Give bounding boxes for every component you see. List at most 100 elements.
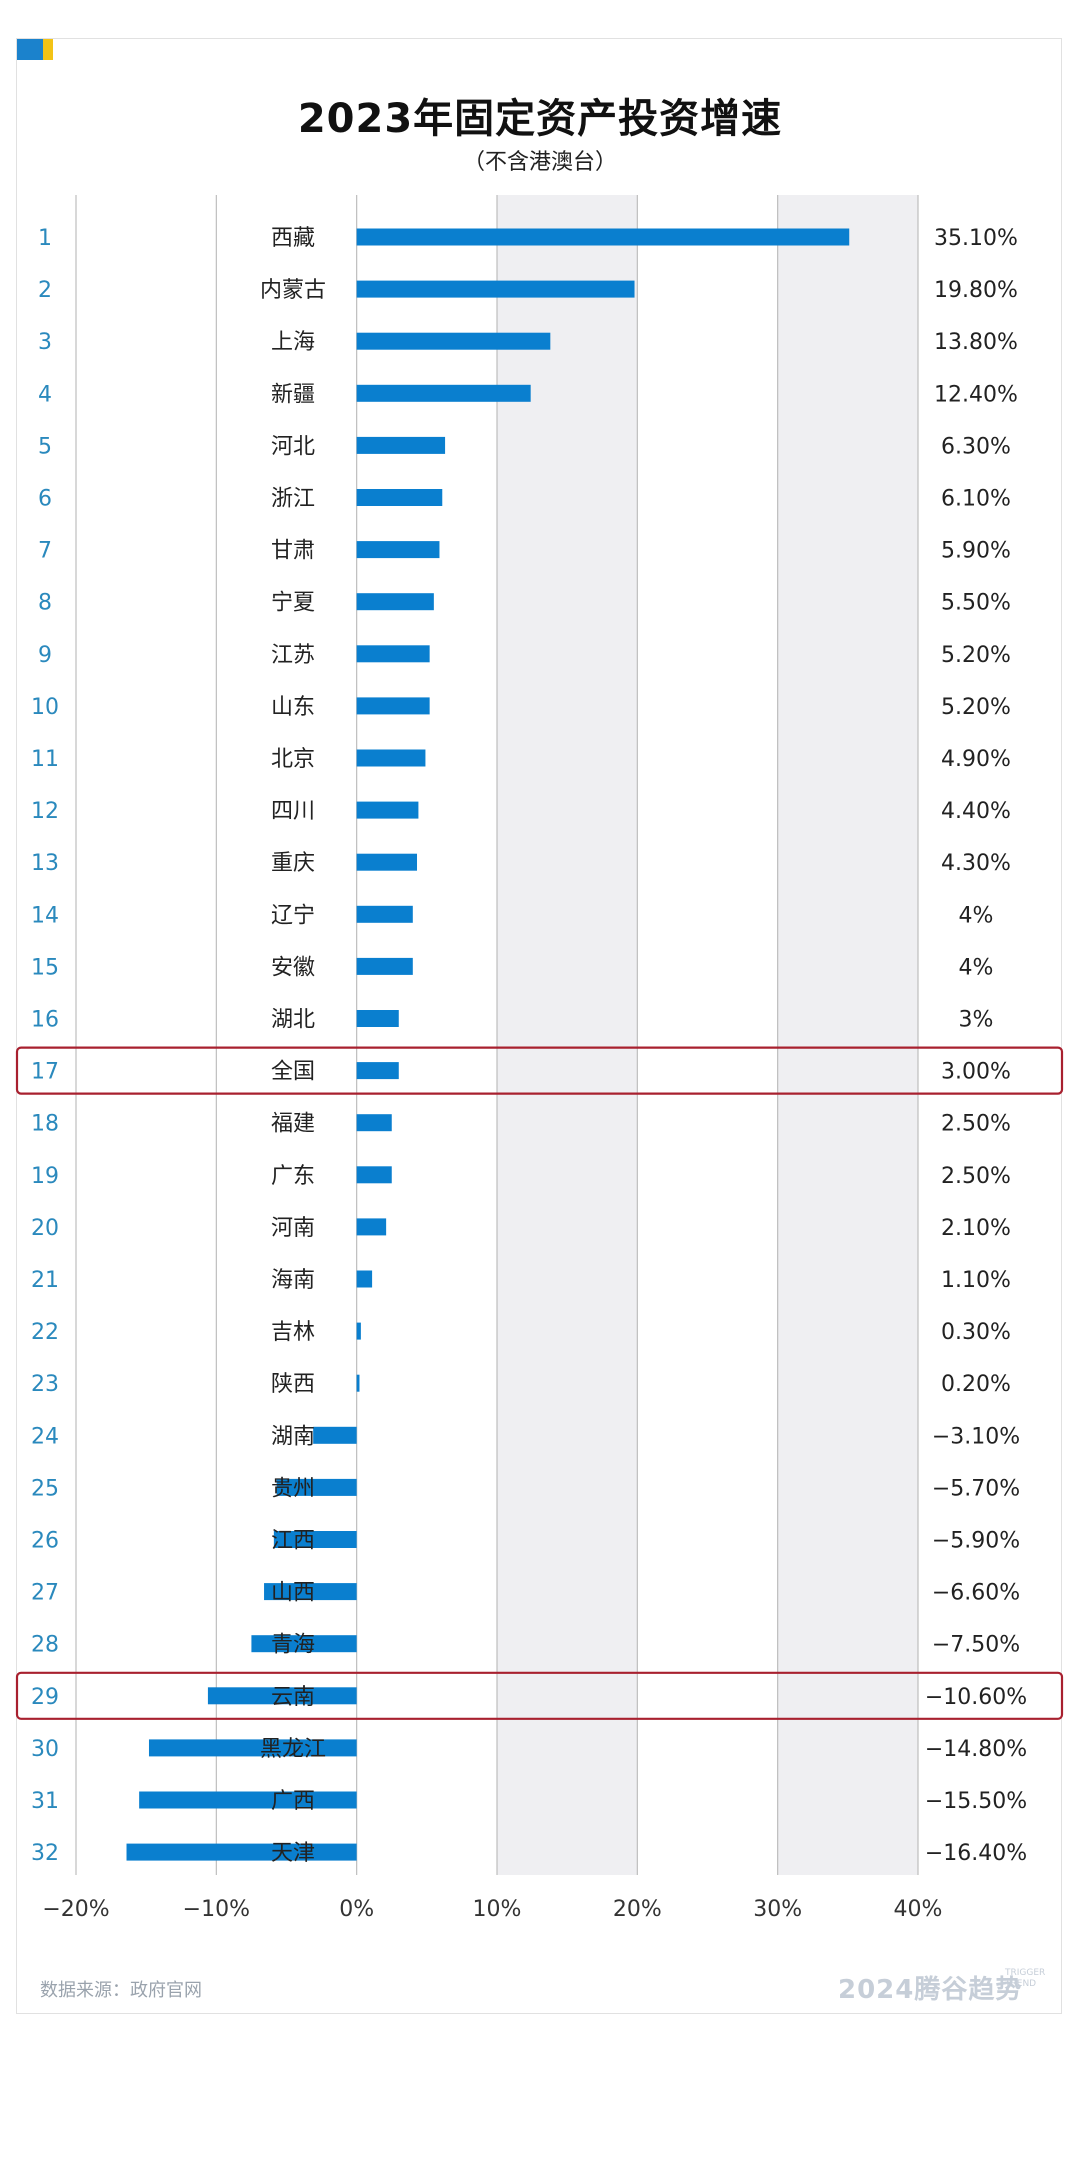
rank-label: 27 <box>31 1581 59 1606</box>
bar-22 <box>356 1322 361 1340</box>
rank-label: 28 <box>31 1633 59 1658</box>
rank-label: 29 <box>31 1685 59 1710</box>
rank-label: 26 <box>31 1529 59 1554</box>
brand-logo-english: TRIGGER TREND <box>1005 1968 1046 1989</box>
rank-label: 7 <box>38 539 52 564</box>
bar-5 <box>356 436 446 454</box>
value-label: 2.50% <box>941 1164 1011 1189</box>
accent-yellow-block <box>43 39 53 60</box>
bar-20 <box>356 1218 387 1236</box>
bar-17 <box>356 1062 399 1080</box>
bar-13 <box>356 853 418 871</box>
x-tick-label: −10% <box>183 1897 250 1922</box>
region-label: 海南 <box>271 1268 315 1293</box>
bar-2 <box>356 280 635 298</box>
region-label: 云南 <box>271 1685 315 1710</box>
region-label: 吉林 <box>271 1320 315 1345</box>
rank-label: 22 <box>31 1320 59 1345</box>
region-label: 陕西 <box>271 1372 315 1397</box>
bar-30 <box>148 1739 357 1757</box>
rank-label: 16 <box>31 1008 59 1033</box>
region-label: 全国 <box>271 1060 315 1085</box>
value-label: −5.90% <box>932 1529 1020 1554</box>
rank-label: 14 <box>31 903 59 928</box>
value-label: 4.40% <box>941 799 1011 824</box>
rank-label: 32 <box>31 1841 59 1866</box>
bar-31 <box>139 1791 357 1809</box>
region-label: 山东 <box>271 695 315 720</box>
chart-title: 2023年固定资产投资增速 <box>297 96 783 142</box>
value-label: 2.50% <box>941 1112 1011 1137</box>
region-label: 广西 <box>271 1789 315 1814</box>
value-label: −7.50% <box>932 1633 1020 1658</box>
value-label: −16.40% <box>925 1841 1027 1866</box>
value-label: 19.80% <box>934 278 1018 303</box>
chart-subtitle: （不含港澳台） <box>462 150 617 175</box>
value-label: −3.10% <box>932 1424 1020 1449</box>
bar-3 <box>356 332 551 350</box>
highlight-box-17 <box>15 1046 1064 1095</box>
value-label: −5.70% <box>932 1476 1020 1501</box>
rank-label: 20 <box>31 1216 59 1241</box>
rank-label: 18 <box>31 1112 59 1137</box>
value-label: −14.80% <box>925 1737 1027 1762</box>
data-source-note: 数据来源：政府官网 <box>40 1980 202 2001</box>
region-label: 上海 <box>271 330 315 355</box>
value-label: 4.90% <box>941 747 1011 772</box>
rank-label: 21 <box>31 1268 59 1293</box>
region-label: 重庆 <box>271 851 315 876</box>
region-label: 北京 <box>271 747 315 772</box>
bar-7 <box>356 541 440 559</box>
value-label: 3% <box>959 1008 994 1033</box>
region-label: 新疆 <box>271 382 315 407</box>
bar-29 <box>207 1687 357 1705</box>
region-label: 辽宁 <box>271 903 315 928</box>
rank-label: 30 <box>31 1737 59 1762</box>
value-label: 13.80% <box>934 330 1018 355</box>
region-label: 四川 <box>271 799 315 824</box>
region-label: 贵州 <box>271 1476 315 1501</box>
region-label: 安徽 <box>271 955 315 980</box>
bar-8 <box>356 593 434 611</box>
region-label: 天津 <box>271 1841 315 1866</box>
bar-27 <box>264 1583 357 1601</box>
x-tick-label: 0% <box>339 1897 374 1922</box>
region-label: 福建 <box>271 1112 315 1137</box>
region-label: 甘肃 <box>271 539 315 564</box>
region-label: 内蒙古 <box>260 278 326 303</box>
value-label: 4% <box>959 903 994 928</box>
brand-logo: 2024腾谷趋势 <box>838 1975 1023 2005</box>
shaded-band-0 <box>497 195 638 1875</box>
region-label: 湖北 <box>271 1008 315 1033</box>
region-label: 湖南 <box>271 1424 315 1449</box>
x-tick-label: 40% <box>894 1897 943 1922</box>
bar-16 <box>356 1010 399 1027</box>
value-label: 0.30% <box>941 1320 1011 1345</box>
bar-6 <box>356 489 443 506</box>
rank-label: 15 <box>31 955 59 980</box>
value-label: 12.40% <box>934 382 1018 407</box>
rank-label: 1 <box>38 226 52 251</box>
bar-28 <box>251 1635 357 1653</box>
value-label: 2.10% <box>941 1216 1011 1241</box>
rank-label: 8 <box>38 591 52 616</box>
bar-32 <box>126 1843 357 1861</box>
value-label: 1.10% <box>941 1268 1011 1293</box>
x-tick-label: 20% <box>613 1897 662 1922</box>
shaded-band-1 <box>777 195 918 1875</box>
bar-1 <box>356 228 850 246</box>
rank-label: 13 <box>31 851 59 876</box>
bar-9 <box>356 645 430 663</box>
rank-label: 4 <box>38 382 52 407</box>
value-label: −15.50% <box>925 1789 1027 1814</box>
rank-label: 25 <box>31 1476 59 1501</box>
bar-21 <box>356 1270 373 1288</box>
region-label: 宁夏 <box>271 591 315 616</box>
rank-label: 3 <box>38 330 52 355</box>
bar-24 <box>313 1426 357 1444</box>
region-label: 河北 <box>271 434 315 459</box>
rank-label: 5 <box>38 434 52 459</box>
region-label: 广东 <box>271 1164 315 1189</box>
value-label: 35.10% <box>934 226 1018 251</box>
